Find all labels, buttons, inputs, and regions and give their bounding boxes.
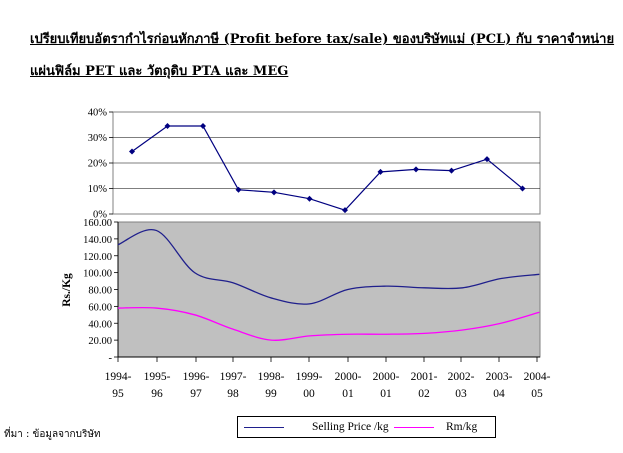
bottom-y-tick-label: - xyxy=(109,353,113,364)
profit-margin-point xyxy=(129,148,135,155)
x-tick-label-top: 2002- xyxy=(448,371,475,383)
top-y-tick-label: 40% xyxy=(88,108,108,119)
legend-label-rm: Rm/kg xyxy=(446,421,478,433)
x-tick-label-bottom: 02 xyxy=(418,388,430,400)
x-tick-label-bottom: 00 xyxy=(303,388,315,400)
x-tick-label-top: 1999- xyxy=(296,371,323,383)
x-tick-label-top: 1994- xyxy=(105,371,132,383)
bottom-plot-area xyxy=(117,221,541,358)
top-y-tick-label: 10% xyxy=(88,184,108,195)
x-tick-label-top: 2003- xyxy=(486,371,513,383)
x-tick-label-top: 2000- xyxy=(373,371,400,383)
source-note: ที่มา : ข้อมูลจากบริษัท xyxy=(4,429,101,440)
legend-label-selling-price: Selling Price /kg xyxy=(312,421,389,433)
profit-margin-point xyxy=(519,185,526,192)
x-tick-label-top: 2001- xyxy=(411,371,438,383)
profit-margin-point xyxy=(200,123,206,130)
x-tick-label-bottom: 01 xyxy=(342,388,354,400)
x-tick-label-bottom: 98 xyxy=(227,388,239,400)
profit-margin-point xyxy=(484,156,490,163)
x-tick-label-bottom: 97 xyxy=(190,388,202,400)
x-tick-label-bottom: 01 xyxy=(380,388,392,400)
x-tick-label-bottom: 96 xyxy=(151,388,163,400)
x-tick-label-top: 1996- xyxy=(183,371,210,383)
profit-margin-line xyxy=(131,125,523,211)
x-tick-label-top: 2000- xyxy=(335,371,362,383)
profit-margin-point xyxy=(306,195,313,202)
bottom-y-axis-label: Rs./Kg xyxy=(61,273,73,307)
profit-margin-point xyxy=(271,189,277,196)
chart-title-line-2: แผ่นฟิล์ม PET และ วัตถุดิบ PTA และ MEG xyxy=(30,64,289,79)
x-tick-label-top: 2004- xyxy=(524,371,551,383)
profit-margin-chart: 40% 30% 20% 10% 0% xyxy=(88,108,541,221)
x-tick-label-bottom: 05 xyxy=(531,388,543,400)
bottom-y-tick-label: 20.00 xyxy=(88,336,112,347)
bottom-y-tick-label: 100.00 xyxy=(83,269,112,280)
bottom-y-tick-label: 160.00 xyxy=(83,218,112,229)
top-y-tick-label: 20% xyxy=(88,159,108,170)
profit-margin-point xyxy=(448,167,455,174)
profit-margin-point xyxy=(342,207,348,214)
x-tick-label-top: 1998- xyxy=(258,371,285,383)
profit-margin-point xyxy=(377,168,384,175)
bottom-y-tick-label: 40.00 xyxy=(88,319,112,330)
price-chart: 160.00 140.00 120.00 100.00 80.00 60.00 40.00 2… xyxy=(61,218,551,400)
x-tick-label-bottom: 99 xyxy=(265,388,277,400)
bottom-y-tick-label: 80.00 xyxy=(88,286,112,297)
profit-margin-point xyxy=(235,186,242,193)
bottom-y-tick-label: 140.00 xyxy=(83,235,112,246)
top-y-tick-label: 0% xyxy=(93,210,107,221)
bottom-y-tick-label: 60.00 xyxy=(88,302,112,313)
x-tick-label-bottom: 04 xyxy=(493,388,505,400)
legend-swatch-rm xyxy=(394,427,434,428)
legend: Selling Price /kg Rm/kg xyxy=(237,416,496,438)
x-tick-label-bottom: 03 xyxy=(455,388,467,400)
selling-price-line xyxy=(117,228,540,305)
top-y-tick-label: 30% xyxy=(88,133,108,144)
x-tick-label-bottom: 95 xyxy=(112,388,124,400)
bottom-y-tick-label: 120.00 xyxy=(83,252,112,263)
chart-title-line-1: เปรียบเทียบอัตรากำไรก่อนหักภาษี (Profit … xyxy=(30,32,615,47)
x-tick-label-top: 1995- xyxy=(144,371,171,383)
legend-swatch-selling-price xyxy=(244,427,284,428)
profit-margin-point xyxy=(164,123,171,130)
rm-line xyxy=(117,306,540,341)
x-tick-label-top: 1997- xyxy=(220,371,247,383)
profit-margin-point xyxy=(413,166,419,173)
